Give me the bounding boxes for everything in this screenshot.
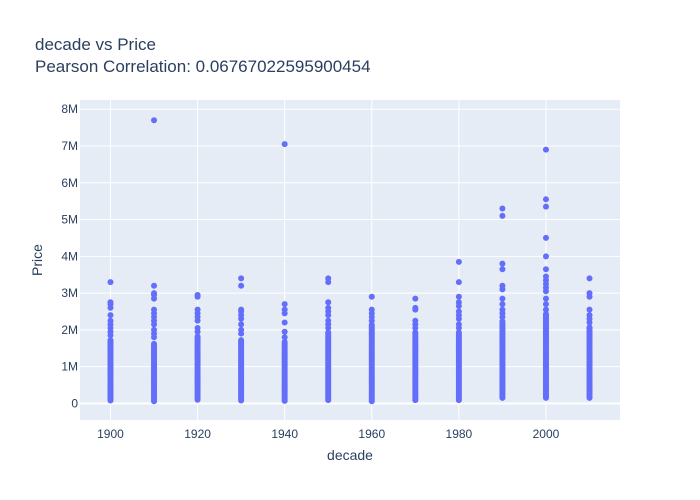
data-point xyxy=(499,301,506,308)
y-tick-label: 6M xyxy=(61,176,78,190)
data-point xyxy=(412,304,419,311)
data-point xyxy=(151,340,158,347)
data-point xyxy=(238,321,245,328)
data-point xyxy=(151,306,158,313)
y-axis-title: Price xyxy=(29,244,45,276)
data-point xyxy=(499,306,506,313)
data-point xyxy=(542,234,549,241)
data-point xyxy=(586,290,593,297)
data-point xyxy=(325,329,332,336)
data-point xyxy=(107,299,114,306)
x-tick-label: 1940 xyxy=(271,427,298,441)
data-point xyxy=(194,291,201,298)
data-point xyxy=(325,275,332,282)
data-point xyxy=(586,312,593,319)
data-point xyxy=(238,282,245,289)
x-tick-label: 1980 xyxy=(446,427,473,441)
y-axis-ticks: 0 1M 2M 3M 4M 5M 6M 7M 8M xyxy=(61,102,78,410)
data-point xyxy=(107,312,114,319)
data-point xyxy=(151,117,158,124)
data-point xyxy=(542,146,549,153)
y-tick-label: 2M xyxy=(61,323,78,337)
data-point xyxy=(107,337,114,344)
y-tick-label: 3M xyxy=(61,286,78,300)
data-point xyxy=(238,326,245,333)
data-point xyxy=(281,334,288,341)
data-point xyxy=(586,275,593,282)
data-points xyxy=(107,117,593,405)
data-point xyxy=(542,266,549,273)
data-point xyxy=(499,205,506,212)
data-point xyxy=(281,306,288,313)
y-tick-label: 1M xyxy=(61,360,78,374)
data-point xyxy=(368,306,375,313)
data-point xyxy=(107,317,114,324)
x-tick-label: 1920 xyxy=(184,427,211,441)
data-point xyxy=(151,326,158,333)
data-point xyxy=(325,304,332,311)
data-point xyxy=(151,290,158,297)
data-point xyxy=(586,324,593,331)
x-tick-label: 1960 xyxy=(358,427,385,441)
data-point xyxy=(151,282,158,289)
data-point xyxy=(455,329,462,336)
data-point xyxy=(499,212,506,219)
data-point xyxy=(281,319,288,326)
y-tick-label: 4M xyxy=(61,249,78,263)
data-point xyxy=(542,295,549,302)
data-point xyxy=(368,293,375,300)
data-point xyxy=(281,339,288,346)
data-point xyxy=(499,260,506,267)
data-point xyxy=(194,306,201,313)
data-point xyxy=(542,253,549,260)
data-point xyxy=(238,337,245,344)
data-point xyxy=(412,329,419,336)
data-point xyxy=(281,301,288,308)
data-point xyxy=(238,275,245,282)
data-point xyxy=(194,333,201,340)
x-axis-ticks: 1900 1920 1940 1960 1980 2000 xyxy=(97,427,560,441)
data-point xyxy=(499,266,506,273)
data-point xyxy=(281,141,288,148)
data-point xyxy=(412,295,419,302)
x-axis-title: decade xyxy=(327,447,373,463)
data-point xyxy=(542,301,549,308)
grid-lines xyxy=(80,100,620,420)
y-tick-label: 8M xyxy=(61,102,78,116)
chart-title: decade vs Price xyxy=(35,35,156,54)
data-point xyxy=(455,258,462,265)
data-point xyxy=(542,196,549,203)
data-point xyxy=(455,279,462,286)
y-tick-label: 0 xyxy=(71,396,78,410)
data-point xyxy=(542,306,549,313)
plot-area xyxy=(80,100,620,420)
data-point xyxy=(499,282,506,289)
data-point xyxy=(542,273,549,280)
data-point xyxy=(455,321,462,328)
data-point xyxy=(499,295,506,302)
data-point xyxy=(455,293,462,300)
data-point xyxy=(455,299,462,306)
data-point xyxy=(542,203,549,210)
data-point xyxy=(412,317,419,324)
data-point xyxy=(586,306,593,313)
data-point xyxy=(107,279,114,286)
data-point xyxy=(194,325,201,332)
data-point xyxy=(238,306,245,313)
x-tick-label: 1900 xyxy=(97,427,124,441)
y-tick-label: 5M xyxy=(61,213,78,227)
chart-subtitle: Pearson Correlation: 0.06767022595900454 xyxy=(35,57,371,76)
x-tick-label: 2000 xyxy=(533,427,560,441)
data-point xyxy=(499,318,506,325)
data-point xyxy=(542,311,549,318)
data-point xyxy=(455,308,462,315)
data-point xyxy=(325,317,332,324)
data-point xyxy=(325,299,332,306)
data-point xyxy=(281,328,288,335)
y-tick-label: 7M xyxy=(61,139,78,153)
